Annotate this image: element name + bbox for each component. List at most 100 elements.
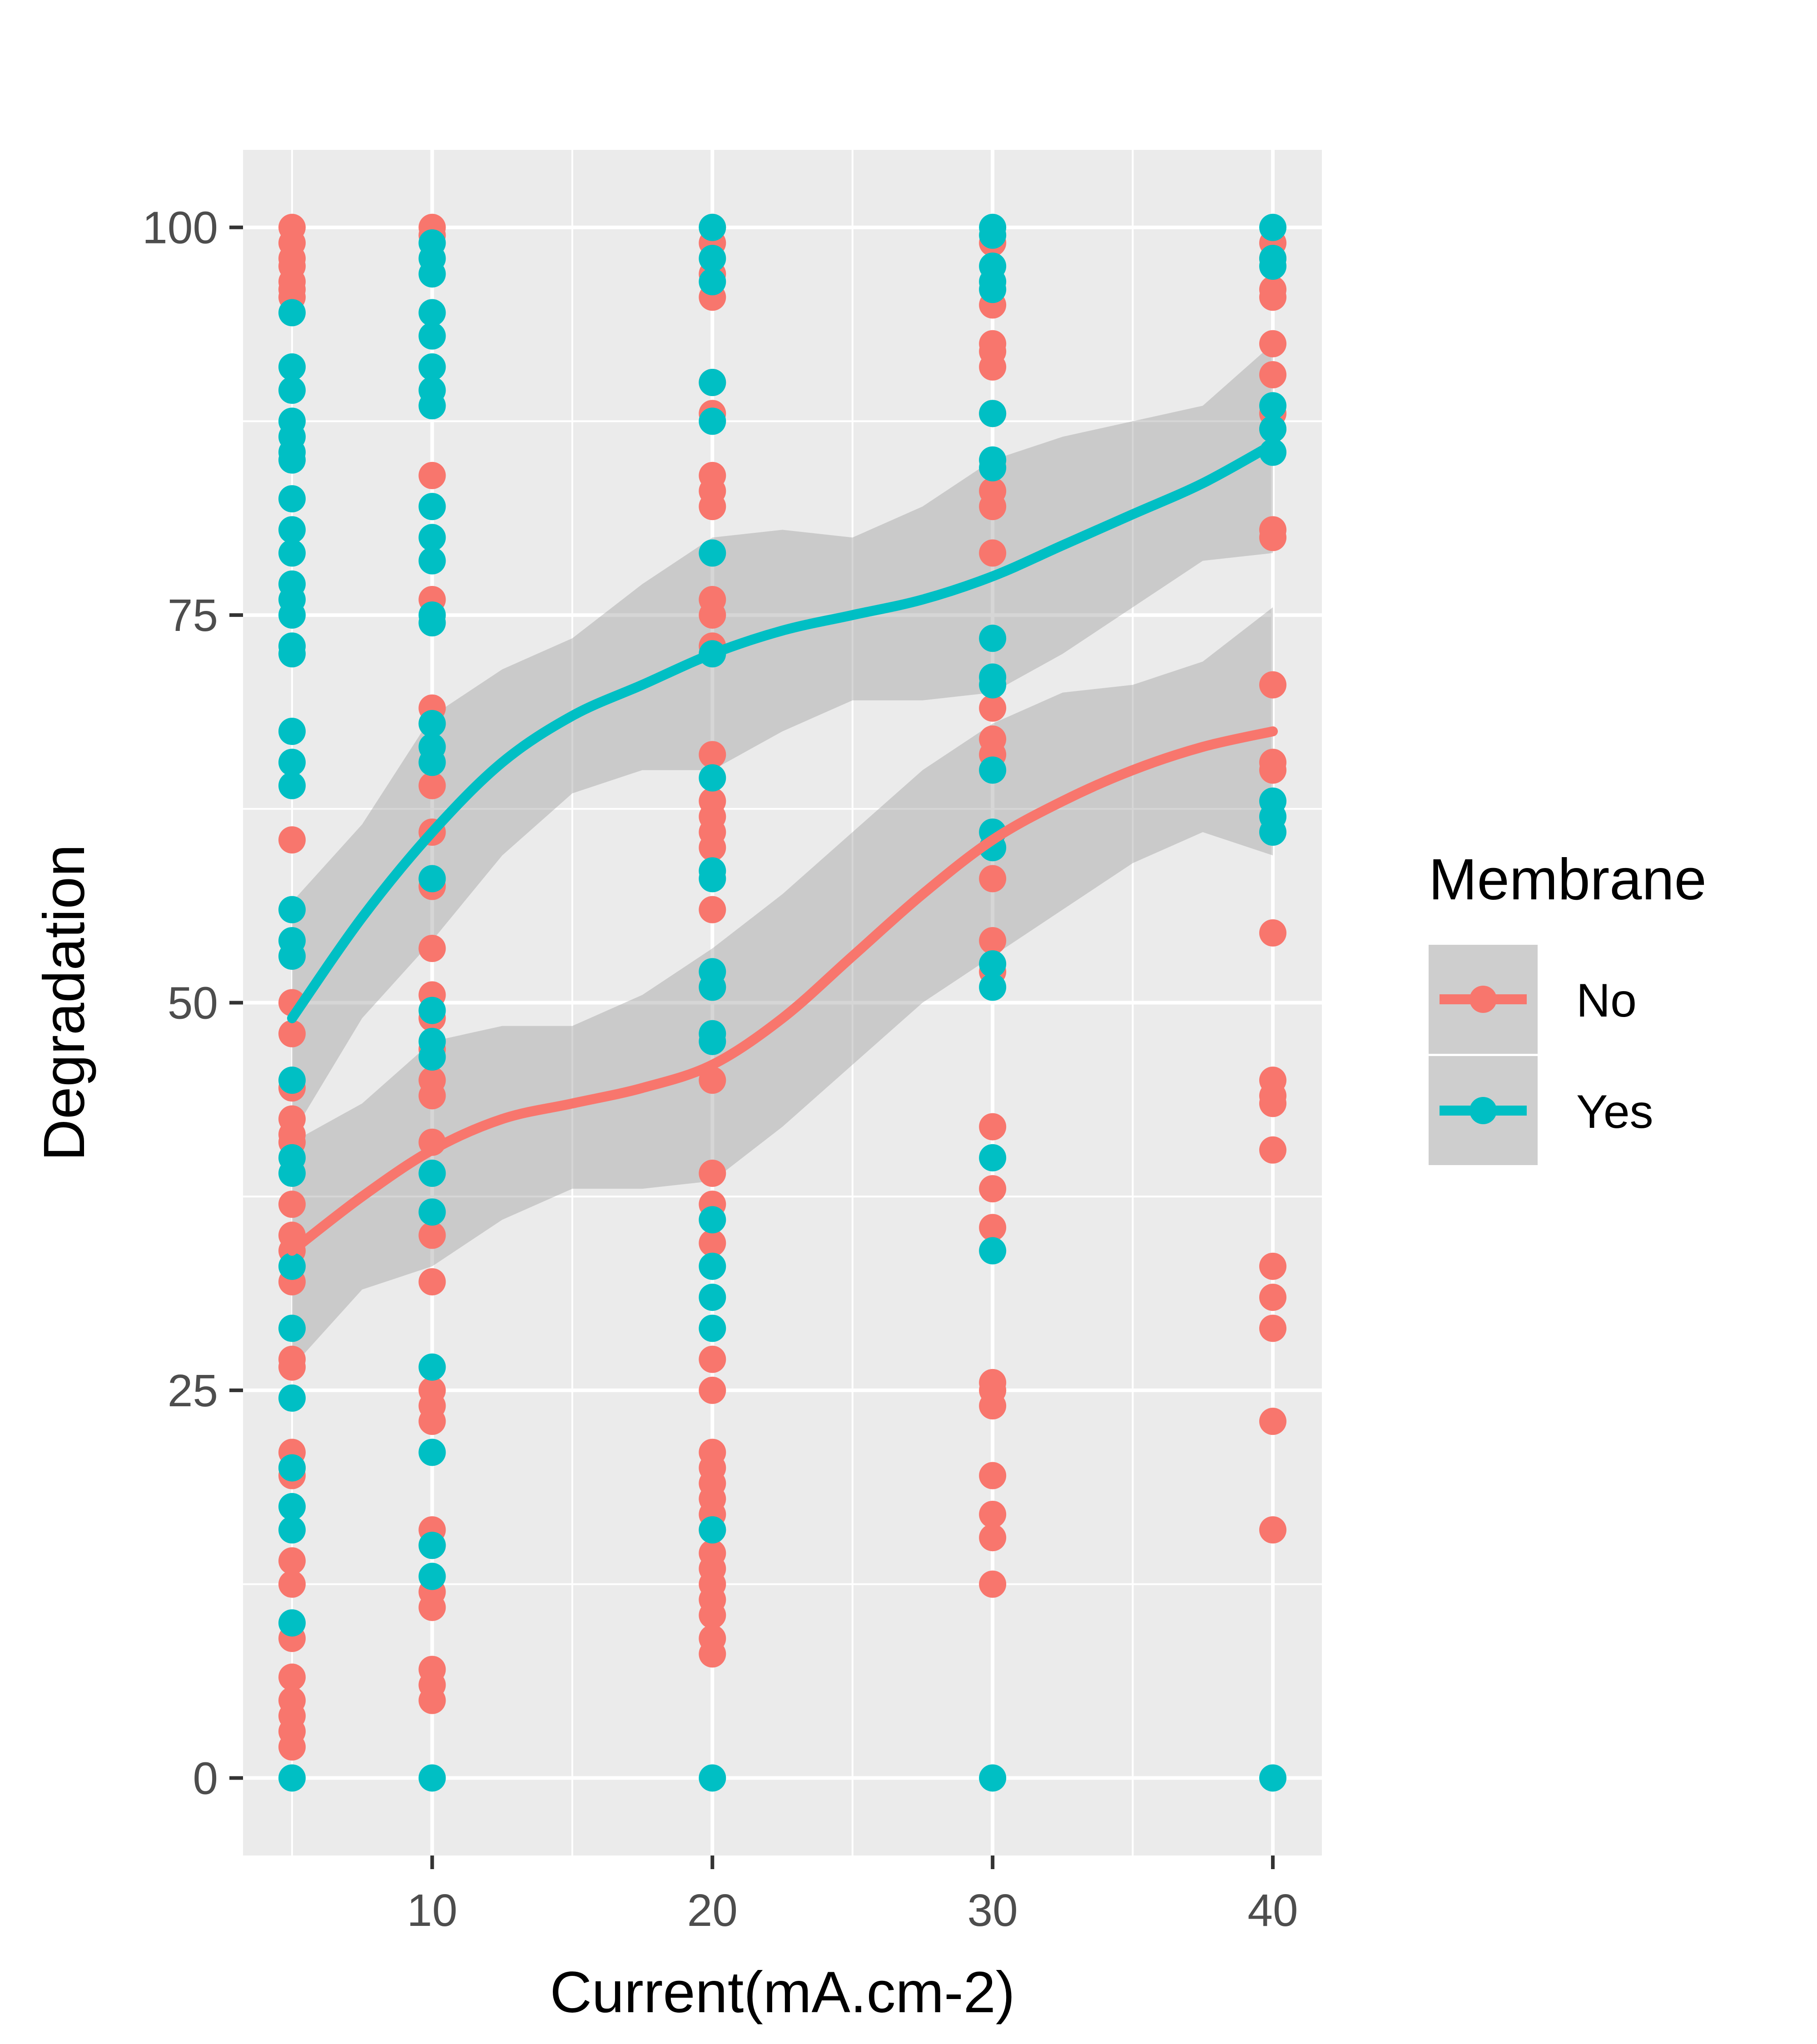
point-yes — [1259, 415, 1287, 443]
point-yes — [278, 1454, 306, 1482]
point-yes — [278, 943, 306, 970]
confidence-band-yes — [292, 343, 1273, 1135]
point-yes — [418, 749, 446, 776]
point-yes — [979, 276, 1007, 303]
point-yes — [278, 896, 306, 923]
point-yes — [418, 865, 446, 893]
point-yes — [979, 756, 1007, 784]
x-tick-label: 20 — [687, 1885, 738, 1936]
point-no — [278, 1020, 306, 1047]
point-yes — [278, 1764, 306, 1792]
point-no — [418, 1221, 446, 1249]
point-yes — [418, 1439, 446, 1466]
point-yes — [979, 400, 1007, 427]
point-no — [278, 1733, 306, 1761]
point-yes — [418, 1043, 446, 1071]
x-axis-title: Current(mA.cm-2) — [550, 1960, 1015, 2025]
point-yes — [278, 516, 306, 544]
point-no — [278, 1353, 306, 1381]
point-no — [1259, 524, 1287, 551]
point-yes — [278, 749, 306, 776]
point-no — [979, 1524, 1007, 1552]
point-yes — [1259, 253, 1287, 280]
point-yes — [278, 640, 306, 668]
point-yes — [699, 1206, 726, 1234]
x-tick-label: 30 — [968, 1885, 1018, 1936]
point-no — [979, 539, 1007, 567]
point-no — [979, 1392, 1007, 1420]
point-no — [699, 493, 726, 521]
point-yes — [979, 1144, 1007, 1171]
point-no — [979, 694, 1007, 722]
point-yes — [278, 718, 306, 745]
point-yes — [278, 1493, 306, 1520]
point-no — [278, 1570, 306, 1598]
point-yes — [418, 1160, 446, 1187]
point-yes — [278, 377, 306, 404]
point-yes — [418, 609, 446, 637]
point-no — [278, 1547, 306, 1575]
point-no — [418, 935, 446, 962]
point-no — [699, 1229, 726, 1257]
y-axis-title: Degradation — [32, 844, 97, 1161]
point-yes — [979, 950, 1007, 978]
point-yes — [278, 1315, 306, 1342]
legend: Membrane No Yes — [1429, 847, 1707, 1165]
axes: 10 20 30 40 0 25 50 75 100 — [142, 203, 1298, 1936]
point-no — [979, 1175, 1007, 1203]
point-yes — [979, 454, 1007, 481]
point-yes — [278, 1384, 306, 1412]
point-yes — [418, 1764, 446, 1792]
point-no — [979, 1501, 1007, 1528]
point-yes — [278, 1067, 306, 1094]
point-no — [699, 741, 726, 769]
point-no — [1259, 1516, 1287, 1544]
point-no — [418, 1687, 446, 1714]
point-no — [1259, 361, 1287, 388]
confidence-band-no — [292, 607, 1273, 1367]
point-yes — [699, 539, 726, 567]
point-yes — [979, 973, 1007, 1001]
point-yes — [699, 268, 726, 296]
point-yes — [418, 392, 446, 420]
trend-line-no — [287, 726, 1278, 1256]
point-yes — [418, 353, 446, 381]
point-no — [1259, 1284, 1287, 1311]
point-yes — [418, 997, 446, 1024]
point-no — [1259, 1252, 1287, 1280]
point-no — [699, 1376, 726, 1404]
point-no — [418, 1408, 446, 1435]
point-no — [1259, 1090, 1287, 1117]
point-yes — [979, 221, 1007, 249]
point-yes — [418, 547, 446, 575]
legend-title: Membrane — [1429, 847, 1707, 912]
point-no — [699, 1601, 726, 1629]
point-no — [278, 1191, 306, 1218]
point-yes — [418, 1563, 446, 1590]
point-yes — [418, 299, 446, 327]
point-yes — [979, 671, 1007, 699]
point-yes — [278, 485, 306, 513]
point-no — [1259, 1408, 1287, 1435]
point-yes — [699, 244, 726, 272]
point-yes — [699, 369, 726, 397]
point-no — [979, 1570, 1007, 1598]
point-no — [979, 353, 1007, 381]
point-no — [1259, 283, 1287, 311]
point-no — [1259, 756, 1287, 784]
point-yes — [278, 1609, 306, 1637]
point-yes — [278, 1160, 306, 1187]
point-no — [1259, 671, 1287, 699]
point-no — [1259, 919, 1287, 947]
point-yes — [1259, 392, 1287, 420]
point-yes — [699, 1315, 726, 1342]
point-yes — [1259, 1764, 1287, 1792]
point-yes — [699, 1027, 726, 1055]
point-yes — [418, 1198, 446, 1226]
point-yes — [979, 625, 1007, 652]
point-yes — [278, 1252, 306, 1280]
point-yes — [699, 1764, 726, 1792]
point-no — [699, 601, 726, 629]
point-yes — [699, 764, 726, 792]
